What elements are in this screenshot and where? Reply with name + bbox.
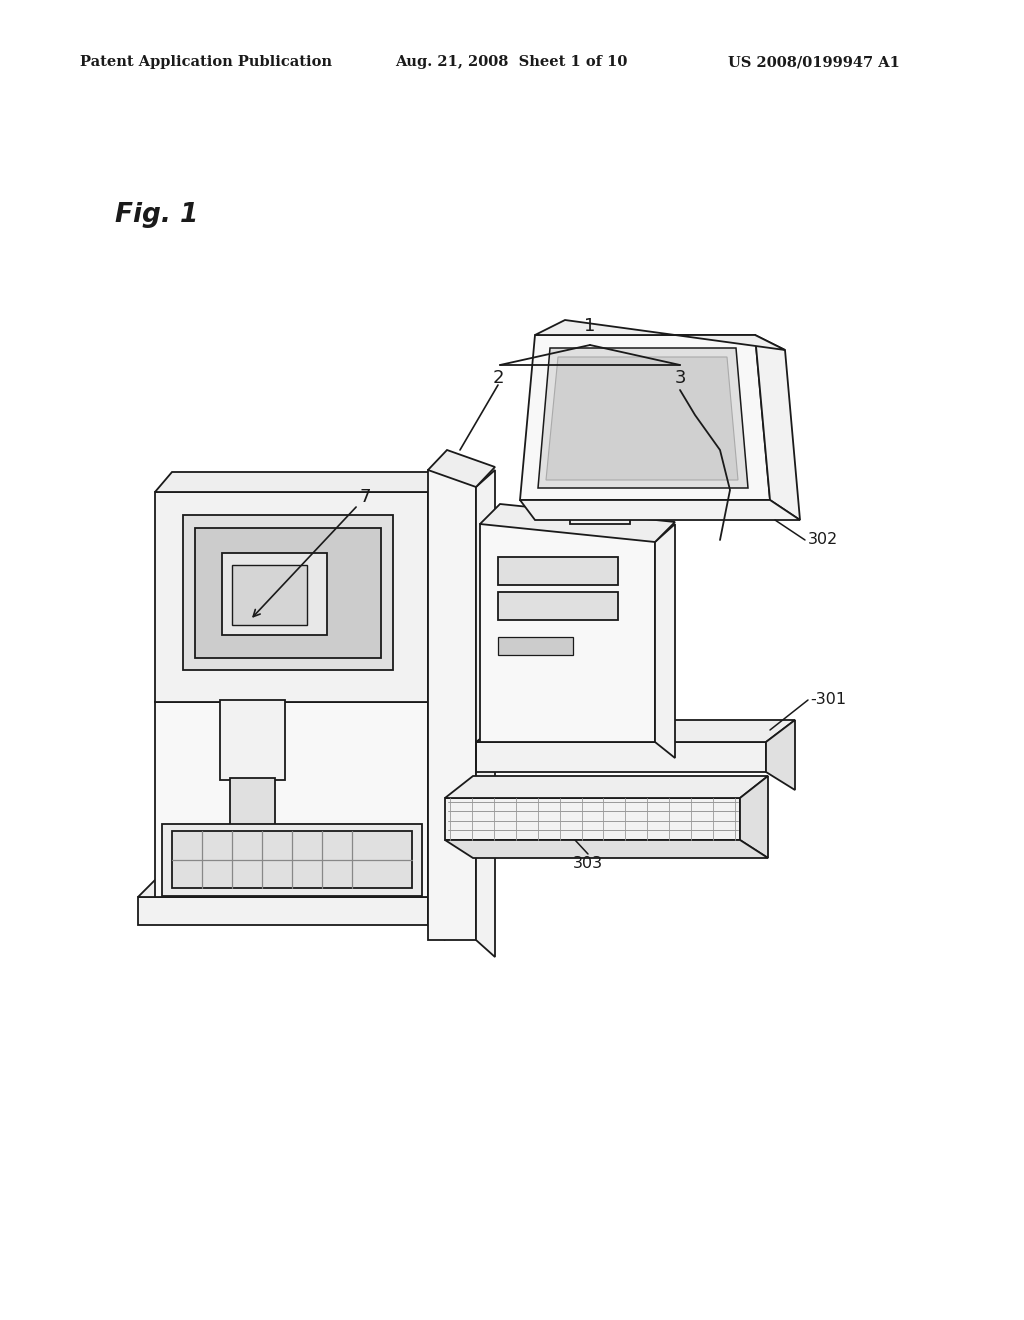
- Polygon shape: [428, 450, 495, 487]
- Bar: [498, 591, 618, 620]
- Bar: [162, 824, 422, 896]
- Bar: [498, 557, 618, 585]
- Polygon shape: [520, 335, 770, 500]
- Polygon shape: [655, 524, 675, 758]
- Text: 3: 3: [674, 370, 686, 387]
- Bar: [476, 742, 766, 772]
- Polygon shape: [445, 776, 768, 799]
- Polygon shape: [766, 719, 795, 789]
- Bar: [155, 492, 428, 702]
- Polygon shape: [445, 840, 768, 858]
- Text: US 2008/0199947 A1: US 2008/0199947 A1: [728, 55, 900, 69]
- Polygon shape: [428, 702, 445, 912]
- Bar: [195, 528, 381, 657]
- Polygon shape: [476, 470, 495, 957]
- Polygon shape: [538, 348, 748, 488]
- Bar: [155, 702, 428, 898]
- Bar: [183, 515, 393, 671]
- Polygon shape: [155, 473, 445, 492]
- Text: 302: 302: [808, 532, 839, 548]
- Text: 303: 303: [573, 857, 603, 871]
- Text: 7: 7: [359, 488, 371, 506]
- Bar: [240, 828, 268, 851]
- Bar: [222, 553, 327, 635]
- Text: 2: 2: [493, 370, 504, 387]
- Text: Patent Application Publication: Patent Application Publication: [80, 55, 332, 69]
- Polygon shape: [520, 500, 800, 520]
- Polygon shape: [476, 719, 795, 742]
- Bar: [172, 832, 412, 888]
- Polygon shape: [138, 880, 445, 898]
- Polygon shape: [155, 685, 445, 702]
- Bar: [230, 777, 275, 830]
- Bar: [220, 700, 285, 780]
- Polygon shape: [480, 504, 675, 543]
- Polygon shape: [428, 477, 445, 702]
- Polygon shape: [535, 319, 785, 350]
- Polygon shape: [740, 776, 768, 858]
- Polygon shape: [546, 356, 738, 480]
- Bar: [232, 565, 307, 624]
- Text: Fig. 1: Fig. 1: [115, 202, 199, 228]
- Text: 1: 1: [585, 317, 596, 335]
- Bar: [480, 524, 655, 742]
- Bar: [445, 799, 740, 840]
- Bar: [570, 502, 630, 524]
- Polygon shape: [428, 880, 445, 940]
- Bar: [138, 898, 428, 925]
- Polygon shape: [552, 498, 648, 502]
- Bar: [498, 638, 573, 655]
- Text: Aug. 21, 2008  Sheet 1 of 10: Aug. 21, 2008 Sheet 1 of 10: [395, 55, 628, 69]
- Bar: [428, 470, 476, 940]
- Polygon shape: [755, 335, 800, 520]
- Text: -301: -301: [810, 693, 846, 708]
